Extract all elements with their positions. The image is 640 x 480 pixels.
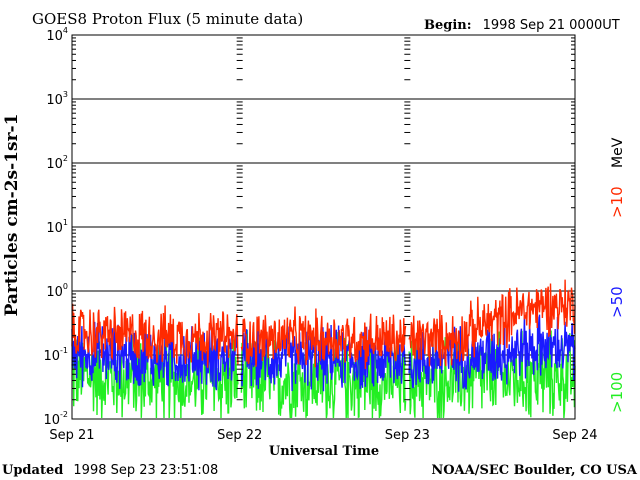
legend-entry-1: >50 [608,286,626,318]
footer-credit: NOAA/SEC Boulder, CO USA [431,463,638,478]
begin-label: Begin: [424,18,472,33]
plot-frame [71,34,576,420]
legend-entry-2: >100 [608,372,626,413]
legend-unit: MeV [610,137,626,168]
y-tick-label: 103 [46,90,68,108]
x-axis-label: Universal Time [269,444,379,459]
y-tick-label: 101 [46,218,68,236]
series-line-0 [71,279,576,370]
legend: >10 >50 >100 MeV [608,137,626,413]
y-tick-label: 104 [46,26,68,44]
y-axis-label: Particles cm-2s-1sr-1 [2,114,22,317]
y-tick-label: 10-1 [43,346,68,364]
y-tick-label: 100 [46,282,68,300]
y-tick-label: 102 [46,154,68,172]
x-tick-label: Sep 24 [552,428,597,443]
day-dividers [236,34,411,420]
y-axis-ticks: 10-2 10-1 100 101 102 103 104 [43,26,575,428]
y-tick-label: 10-2 [43,410,68,428]
x-tick-label: Sep 21 [49,428,94,443]
chart-title: GOES8 Proton Flux (5 minute data) [32,10,303,28]
x-tick-label: Sep 22 [217,428,262,443]
updated-label: Updated [2,463,63,478]
updated-value: 1998 Sep 23 23:51:08 [73,463,218,478]
begin-value: 1998 Sep 21 0000UT [483,18,620,33]
series-layer [71,279,576,419]
legend-entry-0: >10 [608,186,626,218]
begin-line: Begin: 1998 Sep 21 0000UT [424,14,620,33]
x-axis-ticks: Sep 21 Sep 22 Sep 23 Sep 24 [49,428,597,443]
x-tick-label: Sep 23 [385,428,430,443]
footer-updated: Updated 1998 Sep 23 23:51:08 [2,459,218,478]
